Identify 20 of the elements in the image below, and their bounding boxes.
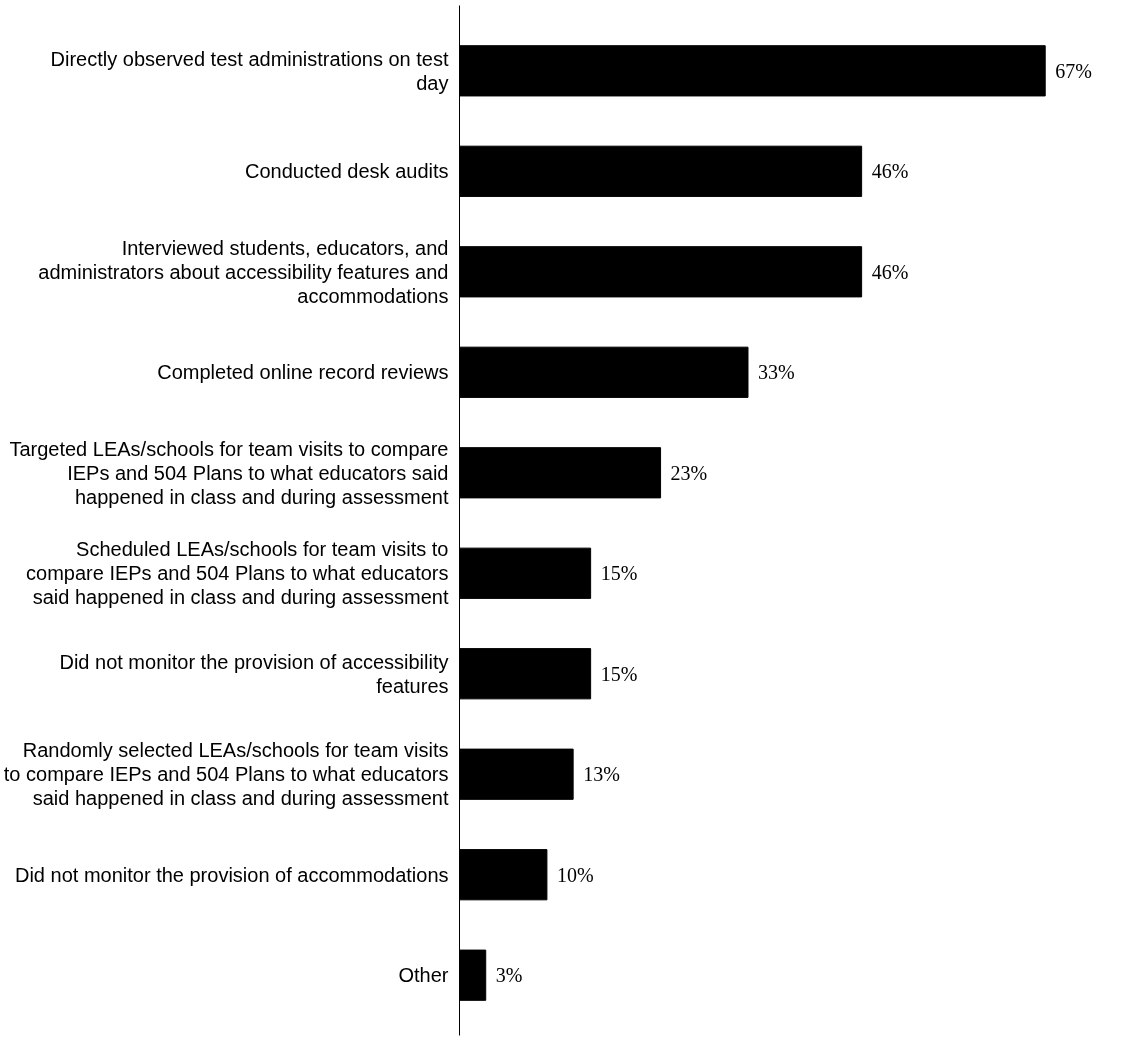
y-tick-label: Did not monitor the provision of accommodations [14,863,449,886]
y-tick-label: Targeted LEAs/schools for team visits to compare IEPs and 504 Plans to what educators said happened in class and during assessment [9,437,449,508]
data-label: 46% [871,260,909,283]
data-label: 23% [670,461,708,484]
y-tick-label: Scheduled LEAs/schools for team visits to compare IEPs and 504 Plans to what educators said happened in class and during assessment [26,538,449,609]
y-tick-label: Randomly selected LEAs/schools for team visits to compare IEPs and 504 Plans to what educators said happened in class and during assessment [3,739,449,810]
y-tick-label: Interviewed students, educators, and administrators about accessibility features and accommodations [38,236,449,307]
y-tick-label: Other [398,964,449,987]
data-label: 33% [757,361,795,384]
data-label: 10% [556,863,594,886]
data-label: 15% [600,662,638,685]
data-label: 3% [495,964,523,987]
y-tick-label: Completed online record reviews [157,361,449,384]
data-label: 46% [871,160,909,183]
data-label: 67% [1055,59,1092,82]
y-tick-label: Did not monitor the provision of accessibility features [59,650,449,697]
data-label: 13% [583,763,620,786]
y-tick-label: Conducted desk audits [245,160,449,183]
data-label: 15% [600,562,638,585]
y-tick-label: Directly observed test administrations on test day [50,47,449,94]
